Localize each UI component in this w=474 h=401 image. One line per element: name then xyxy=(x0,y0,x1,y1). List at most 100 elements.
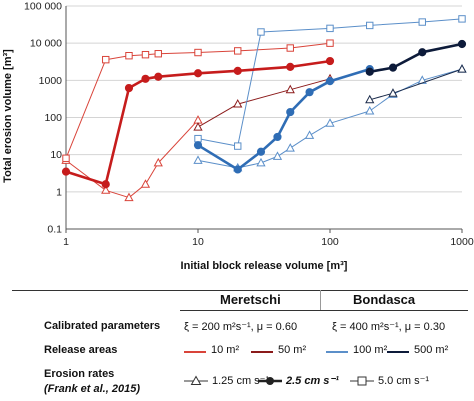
data-point xyxy=(418,48,427,57)
data-point xyxy=(325,118,335,127)
data-point xyxy=(193,122,203,131)
x-axis-title: Initial block release volume [m³] xyxy=(181,260,348,272)
legend-table: Meretschi Bondasca Calibrated parameters… xyxy=(0,284,474,401)
data-point xyxy=(61,167,71,176)
data-point xyxy=(62,154,70,162)
data-point xyxy=(326,24,334,33)
data-point xyxy=(286,107,295,117)
data-point xyxy=(101,180,110,189)
data-point xyxy=(233,165,242,174)
data-point xyxy=(366,21,374,30)
data-point xyxy=(457,64,467,73)
data-point xyxy=(124,83,134,93)
data-point xyxy=(457,39,467,49)
data-point xyxy=(154,72,163,81)
series-8 xyxy=(365,39,467,76)
y-axis-title: Total erosion volume [m³] xyxy=(2,49,14,183)
y-tick-label: 1000 xyxy=(39,75,63,87)
data-point xyxy=(234,47,242,55)
col-header-bondasca: Bondasca xyxy=(353,292,416,307)
circle-icon xyxy=(258,377,282,385)
square-icon xyxy=(350,376,374,386)
series-line xyxy=(65,119,199,199)
grid-lines xyxy=(66,5,462,230)
data-point xyxy=(194,48,202,57)
series-1 xyxy=(61,56,335,189)
table-top-rule xyxy=(12,290,468,291)
rate-1-25-label: 1.25 cm s⁻¹ xyxy=(212,375,270,387)
row-label-rates: Erosion rates xyxy=(44,368,115,380)
data-point xyxy=(141,50,150,59)
x-tick-label: 1000 xyxy=(450,236,474,248)
data-point xyxy=(325,56,335,66)
y-tick-label: 0.1 xyxy=(47,224,62,236)
data-point xyxy=(305,88,314,97)
data-point xyxy=(365,105,375,115)
triangle-icon xyxy=(184,375,208,385)
data-point xyxy=(285,84,295,94)
release-100m2-label: 100 m² xyxy=(353,344,388,356)
params-bondasca: ξ = 400 m²s⁻¹, μ = 0.30 xyxy=(332,321,446,333)
table-column-divider xyxy=(320,290,321,310)
y-tick-label: 10 xyxy=(50,149,62,161)
x-tick-label: 1 xyxy=(63,236,69,248)
series-line xyxy=(369,42,463,74)
data-point xyxy=(256,157,266,167)
data-point xyxy=(141,74,150,83)
series-7 xyxy=(365,64,467,104)
row-label-params: Calibrated parameters xyxy=(44,320,161,332)
data-point xyxy=(234,142,242,150)
data-point xyxy=(193,141,203,150)
data-point xyxy=(365,67,374,76)
rate-5-0-label: 5.0 cm s⁻¹ xyxy=(378,375,430,387)
y-tick-label: 1 xyxy=(56,186,62,198)
data-point xyxy=(273,132,282,142)
data-point xyxy=(193,155,203,164)
series-line xyxy=(197,78,331,128)
series-3 xyxy=(193,73,335,131)
series-2 xyxy=(62,39,334,162)
data-point xyxy=(388,88,398,97)
release-10m2-label: 10 m² xyxy=(211,344,240,356)
release-500m2-label: 500 m² xyxy=(414,344,449,356)
data-point xyxy=(257,28,265,36)
data-point xyxy=(285,143,295,152)
data-point xyxy=(101,185,111,194)
series-group xyxy=(61,15,467,202)
data-point xyxy=(388,63,398,72)
data-point xyxy=(153,157,163,167)
data-point xyxy=(458,15,466,23)
data-point xyxy=(286,44,294,52)
series-line xyxy=(369,68,463,101)
data-point xyxy=(193,69,203,78)
row-label-rates-ref: (Frank et al., 2015) xyxy=(44,383,140,395)
data-point xyxy=(154,50,162,58)
data-point xyxy=(125,52,133,60)
table-header-rule xyxy=(180,310,468,311)
data-point xyxy=(418,18,426,26)
axes xyxy=(65,6,463,233)
data-point xyxy=(286,62,295,71)
data-point xyxy=(124,192,134,202)
release-10m2-line xyxy=(184,351,206,353)
rate-2-5-label: 2.5 cm s⁻¹ xyxy=(286,375,339,387)
data-point xyxy=(325,77,335,86)
col-header-meretschi: Meretschi xyxy=(220,292,281,307)
params-meretschi: ξ = 200 m²s⁻¹, μ = 0.60 xyxy=(184,321,298,333)
x-tick-label: 100 xyxy=(321,236,339,248)
y-tick-label: 10 000 xyxy=(30,38,62,50)
data-point xyxy=(233,66,242,75)
release-500m2-line xyxy=(387,351,409,353)
data-point xyxy=(233,99,243,108)
row-label-release: Release areas xyxy=(44,344,118,356)
data-point xyxy=(304,130,315,139)
release-100m2-line xyxy=(326,351,348,353)
data-point xyxy=(326,39,334,47)
y-tick-label: 100 000 xyxy=(24,1,62,13)
data-point xyxy=(365,94,375,104)
data-point xyxy=(102,55,110,64)
data-point xyxy=(140,179,151,188)
release-50m2-line xyxy=(251,351,273,353)
